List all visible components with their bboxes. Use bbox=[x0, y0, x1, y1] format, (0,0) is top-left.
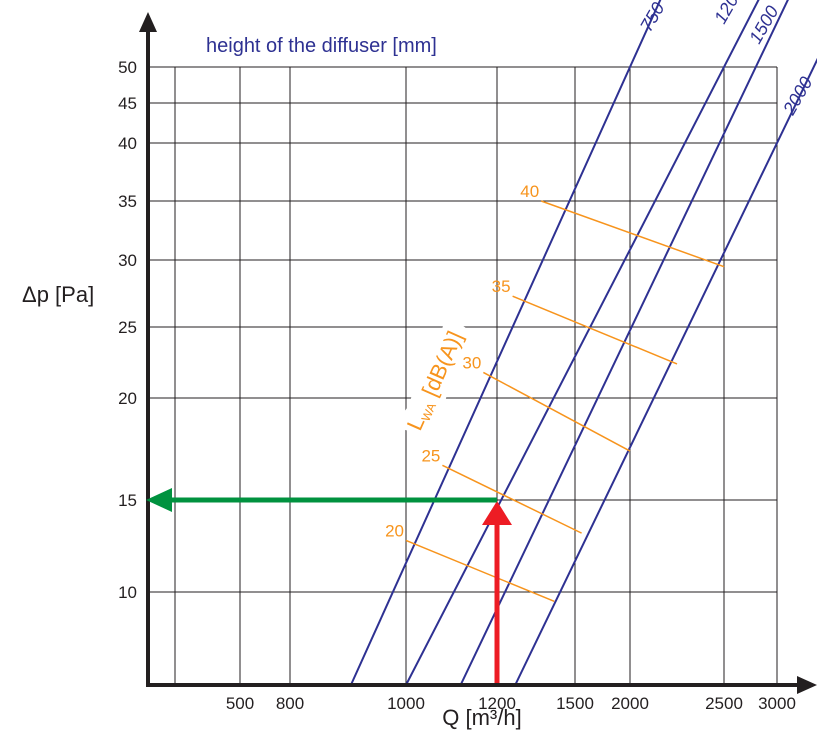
x-tick-label: 2000 bbox=[611, 694, 649, 713]
noise-level-label: 35 bbox=[492, 277, 511, 296]
y-tick-label: 10 bbox=[118, 583, 137, 602]
noise-level-line bbox=[442, 464, 582, 534]
operating-point-arrows bbox=[146, 488, 512, 683]
noise-level-line bbox=[540, 200, 725, 268]
y-tick-label: 20 bbox=[118, 389, 137, 408]
y-tick-label: 35 bbox=[118, 192, 137, 211]
series-line bbox=[349, 0, 662, 685]
x-axis-title: Q [m³/h] bbox=[442, 705, 521, 730]
x-tick-label: 500 bbox=[226, 694, 254, 713]
y-tick-label: 15 bbox=[118, 491, 137, 510]
y-tick-label: 25 bbox=[118, 318, 137, 337]
noise-level-line bbox=[512, 295, 678, 365]
noise-level-label: 30 bbox=[462, 353, 481, 372]
noise-title: LWA [dB(A)] bbox=[398, 318, 476, 440]
noise-lines bbox=[405, 200, 725, 602]
series-lines bbox=[349, 0, 817, 685]
x-tick-label: 1500 bbox=[556, 694, 594, 713]
x-tick-label: 3000 bbox=[758, 694, 796, 713]
noise-level-label: 40 bbox=[520, 182, 539, 201]
y-tick-label: 50 bbox=[118, 58, 137, 77]
x-tick-label: 1000 bbox=[387, 694, 425, 713]
noise-level-label: 25 bbox=[421, 446, 440, 465]
y-tick-label: 40 bbox=[118, 134, 137, 153]
x-axis-arrowhead bbox=[797, 676, 817, 694]
noise-level-line bbox=[405, 539, 555, 602]
series-title: height of the diffuser [mm] bbox=[206, 35, 437, 57]
y-axis-arrowhead bbox=[139, 12, 157, 32]
x-tick-label: 800 bbox=[276, 694, 304, 713]
x-tick-label: 1200 bbox=[478, 694, 516, 713]
y-tick-label: 45 bbox=[118, 94, 137, 113]
noise-level-label: 20 bbox=[385, 521, 404, 540]
left-arrow-head bbox=[146, 488, 172, 512]
noise-title-background bbox=[398, 318, 476, 440]
axes bbox=[139, 12, 817, 694]
tick-labels: 500 800 1000 1200 1500 2000 2500 3000 10 15 20 25 30… bbox=[118, 58, 796, 713]
noise-level-line bbox=[482, 371, 631, 452]
series-line bbox=[405, 0, 760, 685]
y-axis-title: Δp [Pa] bbox=[22, 282, 94, 307]
grid bbox=[148, 66, 778, 685]
series-name-label: 2000 bbox=[779, 73, 817, 119]
series-name-label: 750 bbox=[636, 0, 668, 35]
series-line bbox=[514, 57, 817, 685]
x-tick-label: 2500 bbox=[705, 694, 743, 713]
up-arrow-head bbox=[482, 501, 512, 525]
noise-level-labels: 20 25 30 35 40 bbox=[385, 182, 539, 540]
series-name-label: 1200 bbox=[710, 0, 747, 27]
y-tick-label: 30 bbox=[118, 251, 137, 270]
series-line bbox=[459, 0, 789, 685]
